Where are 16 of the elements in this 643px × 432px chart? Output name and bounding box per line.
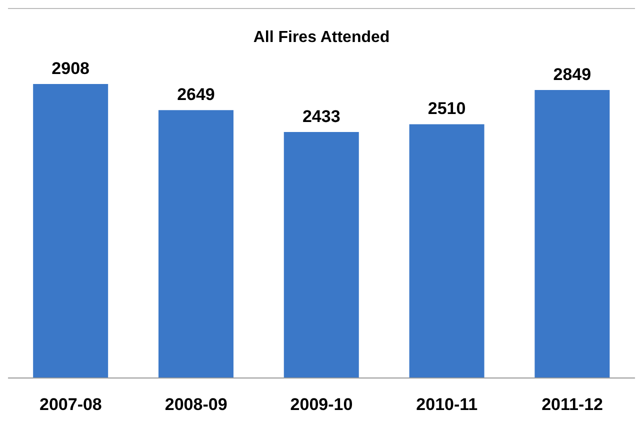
data-label: 2510 — [428, 99, 466, 118]
chart-title: All Fires Attended — [252, 29, 391, 47]
data-label: 2433 — [302, 107, 340, 126]
x-tick-label: 2007-08 — [40, 395, 102, 414]
bar — [409, 124, 484, 378]
x-tick-label: 2008-09 — [164, 395, 228, 414]
bar — [534, 90, 610, 378]
x-tick-label: 2009-10 — [290, 395, 353, 414]
bar — [33, 84, 108, 378]
x-tick-label: 2010-11 — [416, 395, 478, 414]
bar — [158, 110, 234, 378]
data-label: 2849 — [553, 64, 592, 84]
bar — [284, 132, 359, 378]
data-label: 2649 — [177, 85, 215, 104]
x-tick-label: 2011-12 — [542, 395, 604, 414]
data-label: 2908 — [52, 59, 90, 78]
